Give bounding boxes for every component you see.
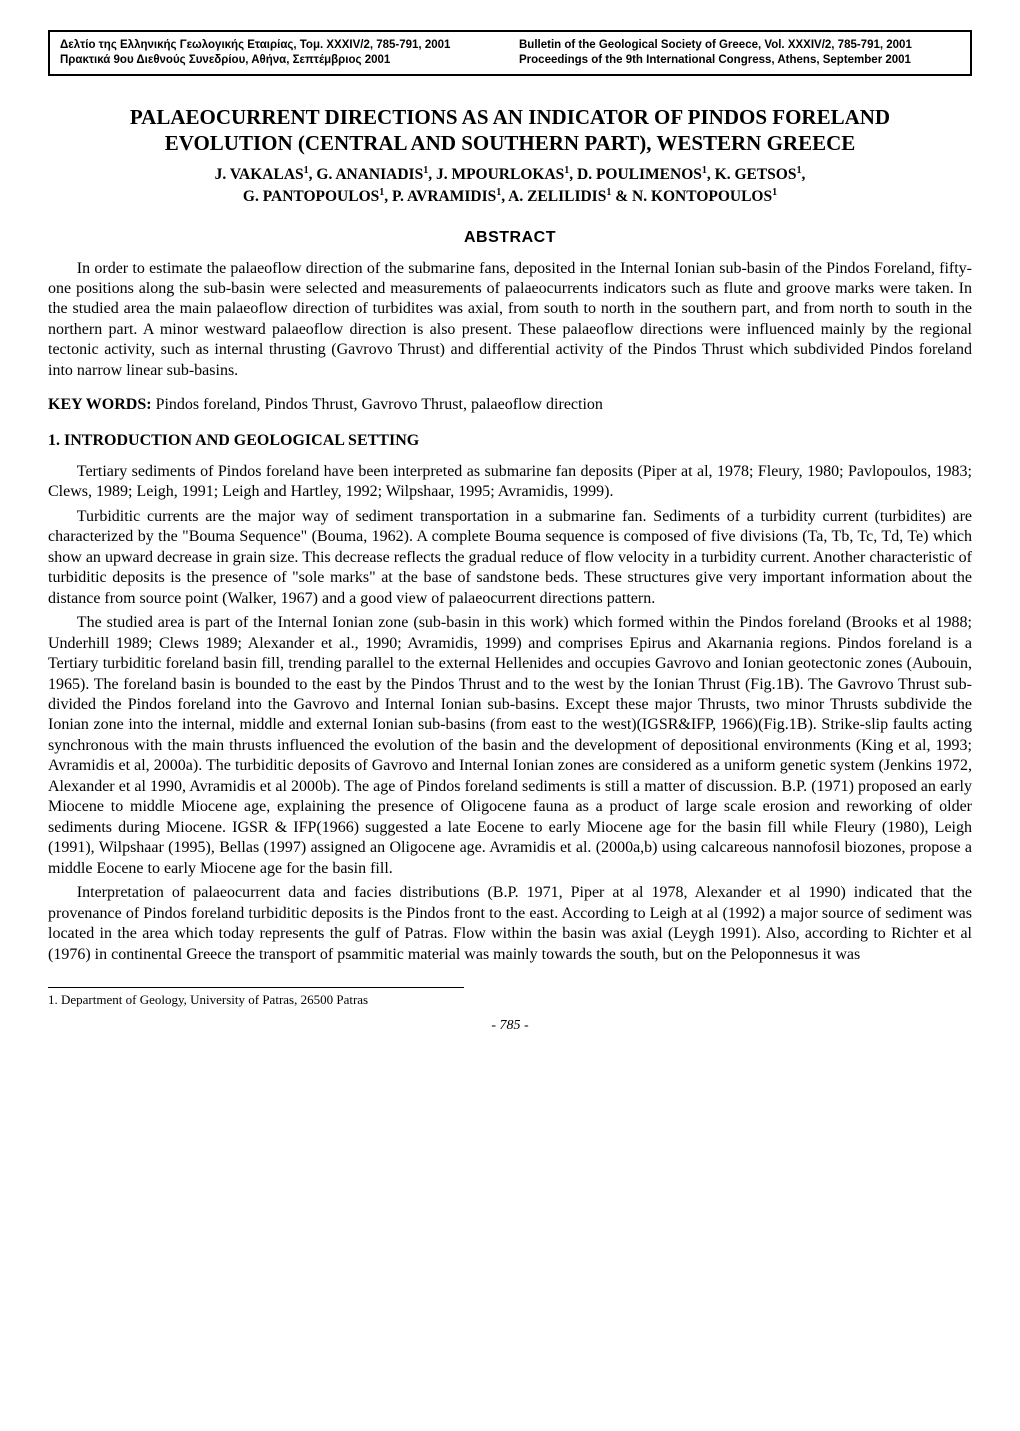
author-5: , K. GETSOS [707, 167, 797, 184]
section-1-para-4: Interpretation of palaeocurrent data and… [48, 883, 972, 965]
header-left: Δελτίο της Ελληνικής Γεωλογικής Εταιρίας… [60, 38, 501, 68]
section-1-para-1: Tertiary sediments of Pindos foreland ha… [48, 462, 972, 503]
keywords-line: KEY WORDS: Pindos foreland, Pindos Thrus… [48, 395, 972, 415]
author-8: , A. ZELILIDIS [501, 189, 606, 206]
author-1: J. VAKALAS [215, 167, 304, 184]
keywords-text: Pindos foreland, Pindos Thrust, Gavrovo … [156, 396, 603, 413]
author-3: , J. MPOURLOKAS [428, 167, 564, 184]
affil-sup: 1 [772, 187, 777, 198]
author-6: G. PANTOPOULOS [243, 189, 379, 206]
header-left-line1: Δελτίο της Ελληνικής Γεωλογικής Εταιρίας… [60, 38, 501, 53]
section-1-heading: 1. INTRODUCTION AND GEOLOGICAL SETTING [48, 432, 972, 450]
authors-block: J. VAKALAS1, G. ANANIADIS1, J. MPOURLOKA… [48, 164, 972, 208]
header-right: Bulletin of the Geological Society of Gr… [519, 38, 960, 68]
author-comma: , [801, 167, 805, 184]
footnote-rule [48, 987, 464, 988]
paper-title: PALAEOCURRENT DIRECTIONS AS AN INDICATOR… [58, 104, 962, 157]
journal-header-box: Δελτίο της Ελληνικής Γεωλογικής Εταιρίας… [48, 30, 972, 76]
author-4: , D. POULIMENOS [569, 167, 702, 184]
author-2: , G. ANANIADIS [309, 167, 424, 184]
section-1-para-2: Turbiditic currents are the major way of… [48, 507, 972, 609]
header-right-line1: Bulletin of the Geological Society of Gr… [519, 38, 960, 53]
section-1-para-3: The studied area is part of the Internal… [48, 613, 972, 879]
page-number: - 785 - [48, 1018, 972, 1034]
keywords-label: KEY WORDS: [48, 396, 156, 413]
title-line1: PALAEOCURRENT DIRECTIONS AS AN INDICATOR… [130, 105, 890, 129]
title-line2: EVOLUTION (CENTRAL AND SOUTHERN PART), W… [165, 131, 856, 155]
header-right-line2: Proceedings of the 9th International Con… [519, 53, 960, 68]
author-9: & N. KONTOPOULOS [611, 189, 772, 206]
abstract-paragraph: In order to estimate the palaeoflow dire… [48, 259, 972, 382]
abstract-heading: ABSTRACT [48, 229, 972, 247]
header-left-line2: Πρακτικά 9ου Διεθνούς Συνεδρίου, Αθήνα, … [60, 53, 501, 68]
author-7: , P. AVRAMIDIS [384, 189, 496, 206]
footnote-text: 1. Department of Geology, University of … [48, 992, 972, 1008]
